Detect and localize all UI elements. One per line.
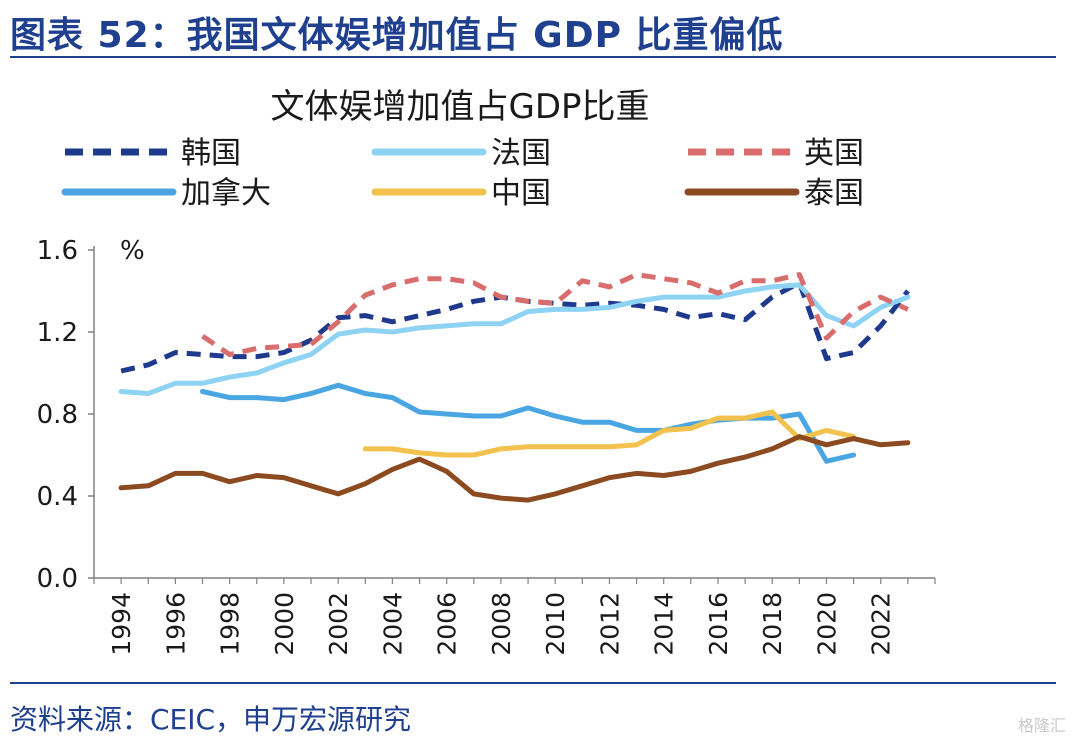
watermark: 格隆汇 [1017, 716, 1066, 735]
x-tick-label: 2002 [324, 592, 353, 656]
figure-title: 图表 52：我国文体娱增加值占 GDP 比重偏低 [10, 15, 784, 56]
series-line-英国 [201, 272, 909, 357]
legend-label: 中国 [491, 176, 551, 211]
legend-label: 法国 [491, 136, 551, 171]
y-tick-label: 0.4 [37, 482, 78, 512]
x-tick-label: 2004 [378, 592, 407, 656]
legend-label: 英国 [804, 136, 864, 171]
x-tick-label: 2022 [867, 592, 896, 656]
x-tick-label: 2010 [541, 592, 570, 656]
x-tick-label: 2008 [487, 592, 516, 656]
y-axis-unit: % [120, 236, 145, 266]
plot-area: 0.0 0.4 0.8 1.2 1.6 % 1994 1996 1998 2000 2002 2004… [37, 236, 936, 656]
legend-label: 加拿大 [181, 176, 271, 211]
x-tick-label: 2000 [270, 592, 299, 656]
series-line-法国 [118, 282, 911, 396]
x-tick-label: 1994 [107, 592, 136, 656]
y-tick-label: 0.0 [37, 564, 78, 594]
series-line-加拿大 [200, 382, 857, 464]
x-tick-label: 2016 [704, 592, 733, 656]
x-tick-label: 2018 [758, 592, 787, 656]
x-tick-label: 2014 [650, 592, 679, 656]
x-tick-label: 1996 [161, 592, 190, 656]
x-tick-label: 2006 [433, 592, 462, 656]
y-tick-label: 0.8 [37, 400, 78, 430]
source-note: 资料来源：CEIC，申万宏源研究 [10, 703, 412, 736]
x-tick-label: 2012 [595, 592, 624, 656]
y-tick-label: 1.2 [37, 318, 78, 348]
source-divider [10, 682, 1056, 684]
legend-label: 韩国 [181, 136, 241, 171]
series-line-中国 [362, 409, 857, 458]
title-divider [10, 56, 1056, 58]
y-tick-label: 1.6 [37, 236, 78, 266]
series-line-韩国 [120, 280, 910, 374]
x-tick-label: 1998 [216, 592, 245, 656]
x-tick-label: 2020 [812, 592, 841, 656]
legend-label: 泰国 [804, 176, 864, 211]
chart-title: 文体娱增加值占GDP比重 [270, 87, 649, 127]
series-line-泰国 [118, 434, 911, 503]
